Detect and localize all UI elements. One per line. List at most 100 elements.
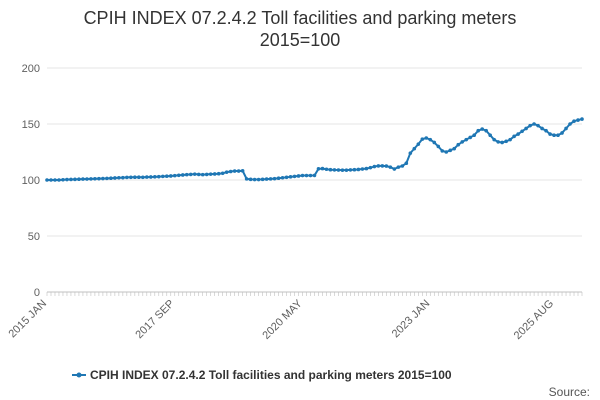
data-point[interactable] — [105, 176, 109, 181]
data-point[interactable] — [544, 128, 548, 133]
data-point[interactable] — [244, 177, 249, 181]
data-point[interactable] — [69, 177, 73, 182]
data-point[interactable] — [392, 167, 397, 171]
data-point[interactable] — [372, 164, 377, 169]
data-point[interactable] — [316, 167, 321, 171]
data-point[interactable] — [65, 177, 69, 182]
data-point[interactable] — [101, 176, 105, 181]
data-point[interactable] — [73, 177, 77, 182]
data-point[interactable] — [432, 140, 437, 145]
data-point[interactable] — [276, 176, 281, 181]
data-point[interactable] — [53, 178, 57, 182]
data-point[interactable] — [141, 175, 145, 180]
data-point[interactable] — [344, 168, 349, 172]
data-point[interactable] — [452, 146, 457, 151]
data-point[interactable] — [560, 131, 564, 135]
data-point[interactable] — [212, 172, 217, 176]
data-point[interactable] — [456, 142, 461, 147]
legend[interactable]: CPIH INDEX 07.2.4.2 Toll facilities and … — [72, 368, 452, 382]
data-point[interactable] — [348, 168, 353, 172]
data-point[interactable] — [248, 177, 253, 182]
data-point[interactable] — [460, 140, 465, 144]
data-point[interactable] — [440, 149, 445, 153]
data-point[interactable] — [408, 151, 413, 155]
data-point[interactable] — [160, 174, 165, 179]
series-line[interactable] — [47, 118, 583, 181]
data-point[interactable] — [208, 172, 213, 176]
data-point[interactable] — [300, 173, 305, 178]
data-point[interactable] — [149, 175, 153, 179]
data-point[interactable] — [168, 174, 173, 178]
data-point[interactable] — [57, 178, 61, 182]
data-point[interactable] — [61, 177, 65, 182]
data-series[interactable] — [45, 117, 584, 182]
data-point[interactable] — [380, 164, 385, 168]
data-point[interactable] — [572, 119, 576, 123]
data-point[interactable] — [184, 172, 189, 177]
data-point[interactable] — [364, 166, 369, 171]
data-point[interactable] — [548, 132, 552, 136]
data-point[interactable] — [320, 166, 325, 171]
data-point[interactable] — [180, 173, 185, 177]
data-point[interactable] — [352, 167, 357, 172]
data-point[interactable] — [412, 146, 417, 151]
data-point[interactable] — [89, 177, 93, 181]
data-point[interactable] — [524, 126, 528, 131]
data-point[interactable] — [568, 122, 572, 126]
data-point[interactable] — [145, 175, 149, 179]
data-point[interactable] — [324, 167, 329, 172]
data-point[interactable] — [256, 177, 261, 182]
data-point[interactable] — [164, 174, 169, 178]
data-point[interactable] — [468, 135, 473, 140]
data-point[interactable] — [484, 128, 488, 133]
data-point[interactable] — [176, 173, 181, 178]
data-point[interactable] — [400, 164, 405, 168]
data-point[interactable] — [77, 177, 81, 182]
source-label[interactable]: Source: — [549, 385, 590, 399]
data-point[interactable] — [500, 140, 504, 145]
data-point[interactable] — [476, 128, 480, 133]
data-point[interactable] — [240, 169, 245, 173]
data-point[interactable] — [564, 126, 568, 131]
data-point[interactable] — [228, 169, 233, 174]
data-point[interactable] — [436, 144, 441, 149]
data-point[interactable] — [200, 172, 205, 177]
data-point[interactable] — [121, 175, 125, 180]
data-point[interactable] — [340, 168, 345, 172]
data-point[interactable] — [396, 165, 401, 169]
data-point[interactable] — [236, 169, 241, 173]
data-point[interactable] — [156, 174, 161, 179]
data-point[interactable] — [284, 175, 289, 180]
data-point[interactable] — [336, 168, 341, 172]
data-point[interactable] — [93, 176, 97, 181]
data-point[interactable] — [360, 167, 365, 171]
data-point[interactable] — [492, 137, 496, 142]
data-point[interactable] — [368, 165, 373, 170]
data-point[interactable] — [536, 123, 540, 128]
data-point[interactable] — [296, 174, 301, 178]
data-point[interactable] — [125, 175, 129, 180]
data-point[interactable] — [480, 127, 484, 131]
data-point[interactable] — [196, 172, 201, 177]
data-point[interactable] — [448, 148, 453, 153]
data-point[interactable] — [81, 177, 85, 181]
data-point[interactable] — [552, 133, 556, 137]
data-point[interactable] — [292, 174, 297, 179]
data-point[interactable] — [532, 122, 536, 126]
data-point[interactable] — [388, 165, 393, 169]
data-point[interactable] — [97, 176, 101, 181]
data-point[interactable] — [504, 139, 508, 144]
data-point[interactable] — [204, 172, 209, 177]
data-point[interactable] — [224, 170, 229, 174]
data-point[interactable] — [376, 164, 381, 168]
data-point[interactable] — [428, 137, 433, 142]
data-point[interactable] — [133, 175, 137, 179]
data-point[interactable] — [328, 167, 333, 172]
data-point[interactable] — [280, 175, 285, 180]
data-point[interactable] — [496, 140, 500, 144]
data-point[interactable] — [260, 177, 265, 182]
data-point[interactable] — [332, 168, 337, 172]
data-point[interactable] — [109, 176, 113, 181]
data-point[interactable] — [528, 123, 532, 128]
data-point[interactable] — [188, 172, 193, 177]
